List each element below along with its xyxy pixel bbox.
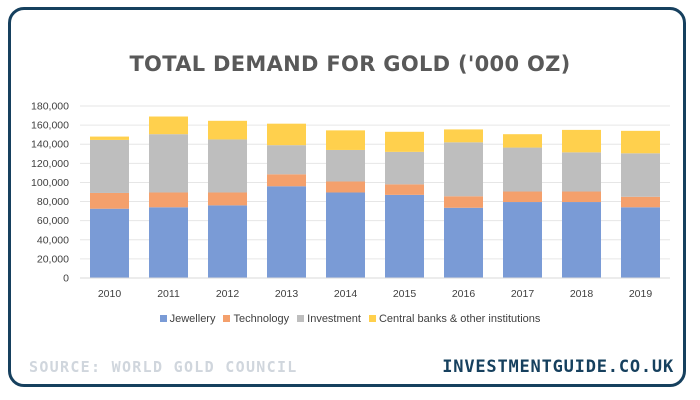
y-tick-label: 0 <box>63 273 69 285</box>
legend-label: Central banks & other institutions <box>378 313 541 325</box>
bar-segment <box>267 174 306 187</box>
chart-legend: Jewellery Technology Investment Central ban… <box>0 313 700 325</box>
legend-item: Central banks & other institutions <box>368 313 541 325</box>
legend-item: Jewellery <box>159 313 216 325</box>
x-tick-label: 2010 <box>98 288 122 300</box>
bars <box>90 116 660 278</box>
legend-swatch <box>159 315 167 322</box>
bar-segment <box>621 153 660 197</box>
bar-segment <box>90 136 129 140</box>
bar-segment <box>385 131 424 152</box>
x-tick-label: 2014 <box>334 288 358 300</box>
legend-item: Technology <box>223 313 289 325</box>
chart-title: TOTAL DEMAND FOR GOLD ('000 OZ) <box>129 52 571 76</box>
bar-segment <box>444 196 483 208</box>
y-tick-label: 120,000 <box>31 158 69 170</box>
y-tick-label: 180,000 <box>31 101 69 113</box>
bar-segment <box>208 120 247 140</box>
x-tick-label: 2015 <box>393 288 417 300</box>
bar-segment <box>326 149 365 182</box>
bar-segment <box>621 196 660 208</box>
bar-segment <box>503 191 542 203</box>
legend-swatch <box>297 315 305 322</box>
bar-segment <box>503 134 542 148</box>
x-tick-label: 2016 <box>452 288 476 300</box>
bar-segment <box>267 123 306 146</box>
bar-segment <box>385 151 424 185</box>
bar-segment <box>385 184 424 195</box>
bar-segment <box>90 208 129 278</box>
bar-segment <box>149 192 188 208</box>
y-tick-label: 160,000 <box>31 120 69 132</box>
bar-segment <box>149 207 188 278</box>
y-tick-label: 140,000 <box>31 139 69 151</box>
y-tick-label: 40,000 <box>37 234 69 246</box>
bar-segment <box>149 134 188 193</box>
bar-segment <box>562 129 601 153</box>
x-tick-label: 2011 <box>157 288 180 300</box>
x-tick-label: 2018 <box>570 288 594 300</box>
brand-logo-text: INVESTMENTGUIDE.CO.UK <box>442 357 674 377</box>
bar-segment <box>326 192 365 278</box>
bar-segment <box>326 181 365 193</box>
legend-label: Jewellery <box>169 313 216 325</box>
bar-segment <box>267 186 306 278</box>
bar-segment <box>385 194 424 278</box>
bar-segment <box>621 130 660 154</box>
bar-segment <box>562 191 601 203</box>
bar-segment <box>90 139 129 193</box>
legend-label: Technology <box>233 313 290 325</box>
y-axis-tick-labels: 0 20,000 40,000 60,000 80,000 100,000 120,000 1… <box>31 101 69 285</box>
bar-segment <box>208 139 247 193</box>
legend-swatch <box>368 315 376 322</box>
bar-segment <box>267 145 306 175</box>
bar-segment <box>562 202 601 278</box>
bar-segment <box>149 116 188 135</box>
x-tick-label: 2013 <box>275 288 299 300</box>
x-tick-label: 2017 <box>511 288 535 300</box>
bar-segment <box>503 202 542 278</box>
bar-segment <box>562 152 601 192</box>
y-tick-label: 100,000 <box>31 177 69 189</box>
y-tick-label: 80,000 <box>37 196 69 208</box>
bar-segment <box>444 129 483 143</box>
legend-label: Investment <box>307 313 361 325</box>
x-axis-tick-labels: 2010 2011 2012 2013 2014 2015 2016 2017 2018 2019 <box>98 288 653 300</box>
x-tick-label: 2012 <box>216 288 240 300</box>
y-tick-label: 20,000 <box>37 253 69 265</box>
source-credit: SOURCE: WORLD GOLD COUNCIL <box>29 358 298 376</box>
bar-segment <box>444 207 483 278</box>
y-tick-label: 60,000 <box>37 215 69 227</box>
bar-segment <box>90 192 129 209</box>
legend-swatch <box>223 315 231 322</box>
bar-segment <box>208 192 247 206</box>
bar-segment <box>444 142 483 197</box>
legend-item: Investment <box>297 313 361 325</box>
x-tick-label: 2019 <box>629 288 653 300</box>
bar-segment <box>326 130 365 150</box>
bar-segment <box>503 147 542 192</box>
bar-segment <box>208 205 247 278</box>
bar-segment <box>621 207 660 278</box>
